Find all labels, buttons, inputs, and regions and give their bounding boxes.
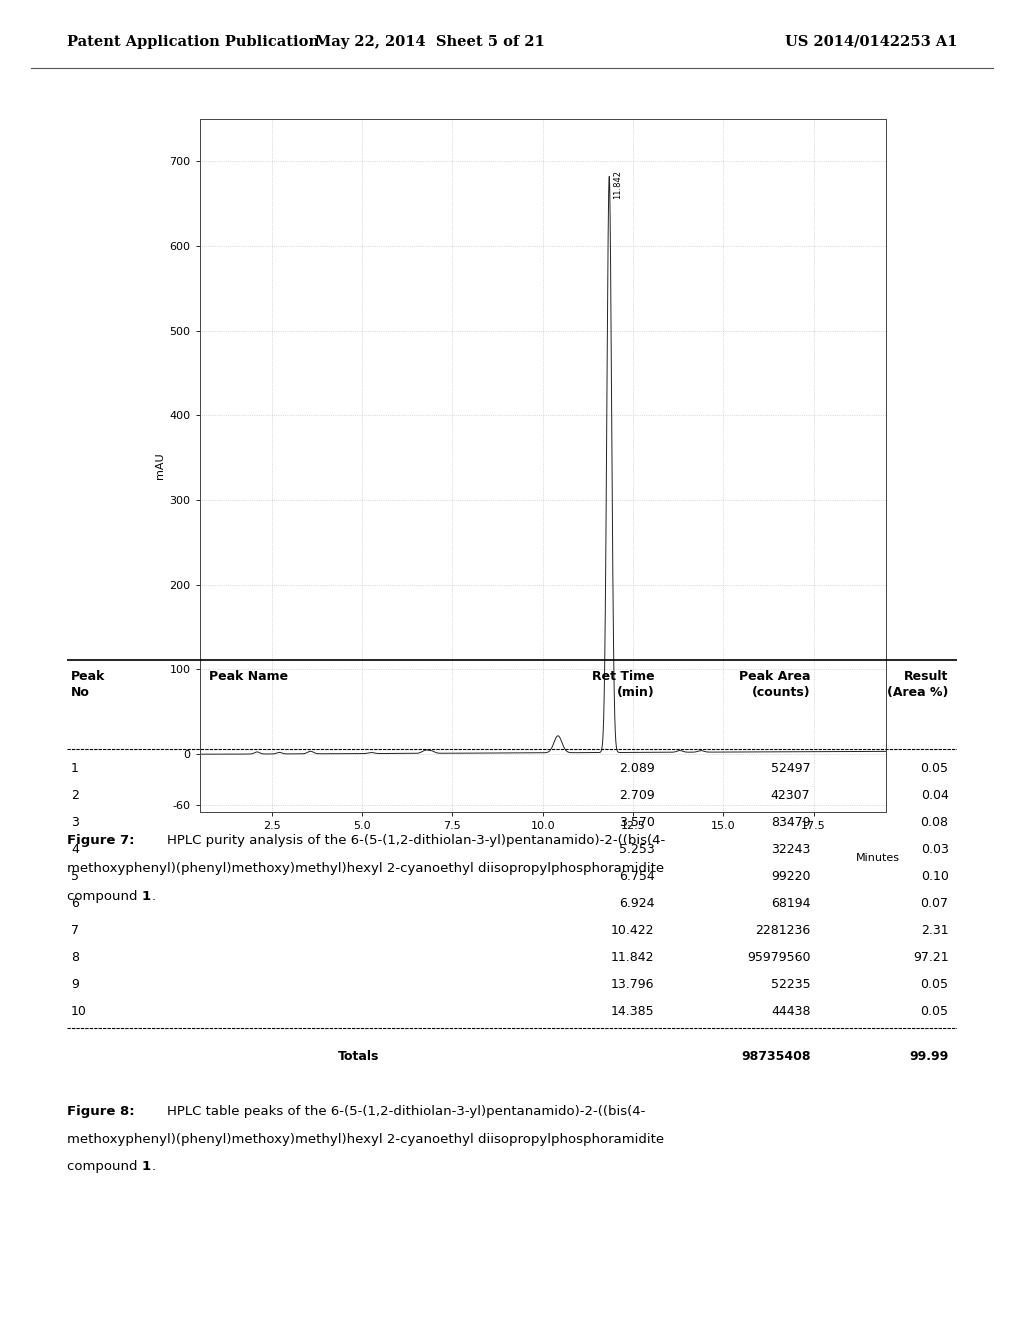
Text: HPLC table peaks of the 6-(5-(1,2-dithiolan-3-yl)pentanamido)-2-((bis(4-: HPLC table peaks of the 6-(5-(1,2-dithio… [167, 1105, 645, 1118]
Text: 11.842: 11.842 [613, 170, 623, 199]
Text: 10: 10 [71, 1005, 87, 1018]
Text: Result
(Area %): Result (Area %) [887, 671, 948, 700]
Text: 9: 9 [71, 978, 79, 991]
Text: 52497: 52497 [771, 762, 810, 775]
Text: 98735408: 98735408 [741, 1051, 810, 1064]
Text: 5.253: 5.253 [618, 842, 654, 855]
Text: 6: 6 [71, 896, 79, 909]
Text: HPLC purity analysis of the 6-(5-(1,2-dithiolan-3-yl)pentanamido)-2-((bis(4-: HPLC purity analysis of the 6-(5-(1,2-di… [167, 834, 666, 847]
Text: methoxyphenyl)(phenyl)methoxy)methyl)hexyl 2-cyanoethyl diisopropylphosphoramidi: methoxyphenyl)(phenyl)methoxy)methyl)hex… [67, 1133, 664, 1146]
Text: 99220: 99220 [771, 870, 810, 883]
Text: 4: 4 [71, 842, 79, 855]
Text: 0.05: 0.05 [921, 1005, 948, 1018]
Text: 0.08: 0.08 [921, 816, 948, 829]
Text: 83479: 83479 [771, 816, 810, 829]
Text: Peak
No: Peak No [71, 671, 105, 700]
Text: methoxyphenyl)(phenyl)methoxy)methyl)hexyl 2-cyanoethyl diisopropylphosphoramidi: methoxyphenyl)(phenyl)methoxy)methyl)hex… [67, 862, 664, 875]
Text: 0.05: 0.05 [921, 978, 948, 991]
Text: 1: 1 [71, 762, 79, 775]
Text: 8: 8 [71, 950, 79, 964]
Text: 13.796: 13.796 [611, 978, 654, 991]
Text: 3: 3 [71, 816, 79, 829]
Text: 3.570: 3.570 [618, 816, 654, 829]
Text: 32243: 32243 [771, 842, 810, 855]
Text: 5: 5 [71, 870, 79, 883]
Text: 68194: 68194 [771, 896, 810, 909]
Text: 2.089: 2.089 [618, 762, 654, 775]
Text: compound: compound [67, 890, 141, 903]
Text: 2.31: 2.31 [921, 924, 948, 937]
Text: 0.04: 0.04 [921, 788, 948, 801]
Text: 2281236: 2281236 [755, 924, 810, 937]
Text: 0.03: 0.03 [921, 842, 948, 855]
Text: 95979560: 95979560 [746, 950, 810, 964]
Text: .: . [152, 890, 156, 903]
Text: compound: compound [67, 1160, 141, 1173]
Text: Peak Name: Peak Name [209, 671, 288, 682]
Text: Figure 8:: Figure 8: [67, 1105, 134, 1118]
Text: Totals: Totals [338, 1051, 379, 1064]
Text: 52235: 52235 [771, 978, 810, 991]
Text: 2: 2 [71, 788, 79, 801]
Text: Patent Application Publication: Patent Application Publication [67, 34, 318, 49]
Text: Figure 7:: Figure 7: [67, 834, 134, 847]
Text: 2.709: 2.709 [618, 788, 654, 801]
Text: 0.10: 0.10 [921, 870, 948, 883]
Text: 6.924: 6.924 [620, 896, 654, 909]
Y-axis label: mAU: mAU [156, 451, 165, 479]
Text: 1: 1 [141, 1160, 151, 1173]
Text: 44438: 44438 [771, 1005, 810, 1018]
Text: May 22, 2014  Sheet 5 of 21: May 22, 2014 Sheet 5 of 21 [315, 34, 545, 49]
Text: 0.07: 0.07 [921, 896, 948, 909]
Text: 11.842: 11.842 [611, 950, 654, 964]
Text: 97.21: 97.21 [913, 950, 948, 964]
Text: 1: 1 [141, 890, 151, 903]
Text: .: . [152, 1160, 156, 1173]
Text: 14.385: 14.385 [611, 1005, 654, 1018]
Text: Peak Area
(counts): Peak Area (counts) [739, 671, 810, 700]
Text: US 2014/0142253 A1: US 2014/0142253 A1 [785, 34, 957, 49]
Text: 42307: 42307 [771, 788, 810, 801]
Text: 99.99: 99.99 [909, 1051, 948, 1064]
X-axis label: Minutes: Minutes [855, 854, 899, 863]
Text: Ret Time
(min): Ret Time (min) [592, 671, 654, 700]
Text: 10.422: 10.422 [611, 924, 654, 937]
Text: 6.754: 6.754 [618, 870, 654, 883]
Text: 7: 7 [71, 924, 79, 937]
Text: 0.05: 0.05 [921, 762, 948, 775]
